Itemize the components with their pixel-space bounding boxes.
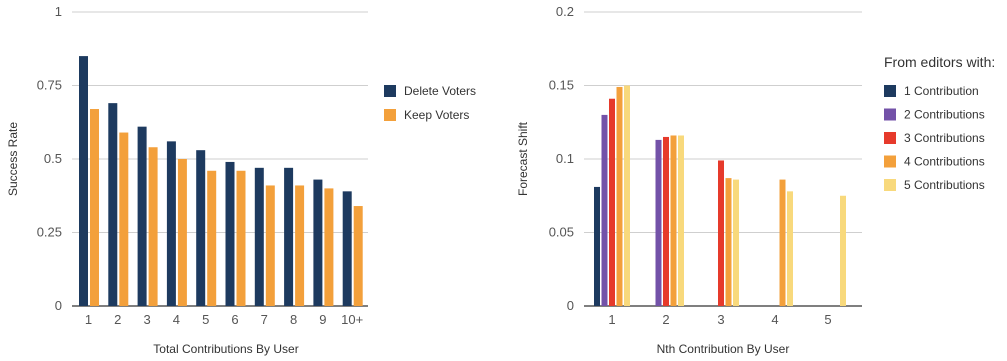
- bar-2-contributions: [601, 114, 608, 307]
- legend-title: From editors with:: [884, 54, 995, 70]
- x-tick-label: 9: [319, 312, 326, 327]
- bar-delete-voters: [196, 150, 206, 306]
- legend-label: 5 Contributions: [904, 178, 985, 192]
- x-tick-label: 1: [85, 312, 92, 327]
- x-tick-label: 2: [662, 312, 669, 327]
- bar-5-contributions: [678, 135, 684, 306]
- bar-4-contributions: [670, 135, 677, 306]
- bar-5-contributions: [624, 85, 630, 306]
- bar-keep-voters: [236, 170, 246, 306]
- bar-keep-voters: [324, 188, 334, 306]
- x-tick-label: 8: [290, 312, 297, 327]
- legend-label: 3 Contributions: [904, 131, 985, 145]
- x-tick-label: 1: [608, 312, 615, 327]
- bar-2-contributions: [655, 139, 662, 306]
- bar-keep-voters: [265, 185, 275, 306]
- y-tick-label: 1: [55, 4, 62, 19]
- bar-keep-voters: [90, 109, 99, 307]
- legend-label: 2 Contributions: [904, 108, 985, 122]
- bar-4-contributions: [616, 86, 623, 306]
- bar-keep-voters: [207, 170, 217, 306]
- x-axis-title: Nth Contribution By User: [657, 342, 790, 356]
- legend-swatch: [884, 85, 896, 97]
- bar-keep-voters: [177, 159, 187, 306]
- bar-1-contribution: [594, 186, 600, 306]
- x-tick-label: 5: [202, 312, 209, 327]
- x-tick-label: 2: [114, 312, 121, 327]
- legend-swatch: [884, 179, 896, 191]
- x-tick-label: 5: [824, 312, 831, 327]
- legend-label: Delete Voters: [404, 84, 476, 98]
- bar-delete-voters: [79, 56, 88, 306]
- bar-delete-voters: [284, 167, 294, 306]
- bar-keep-voters: [148, 147, 158, 306]
- y-tick-label: 0.2: [556, 4, 574, 19]
- x-tick-label: 7: [261, 312, 268, 327]
- bar-delete-voters: [166, 141, 176, 306]
- x-tick-label: 4: [173, 312, 180, 327]
- x-axis-title: Total Contributions By User: [153, 342, 298, 356]
- legend-swatch: [384, 109, 396, 121]
- y-tick-label: 0.5: [44, 151, 62, 166]
- legend-label: 1 Contribution: [904, 84, 979, 98]
- legend-swatch: [884, 108, 896, 121]
- y-tick-label: 0.05: [549, 225, 574, 240]
- y-tick-label: 0.1: [556, 151, 574, 166]
- y-axis-title: Forecast Shift: [516, 121, 530, 196]
- bar-delete-voters: [313, 179, 323, 306]
- bar-delete-voters: [254, 167, 264, 306]
- bar-keep-voters: [119, 132, 129, 306]
- bar-5-contributions: [840, 195, 846, 306]
- x-tick-label: 6: [231, 312, 238, 327]
- y-axis-title: Success Rate: [6, 122, 20, 196]
- bar-5-contributions: [787, 191, 793, 306]
- bar-delete-voters: [225, 161, 235, 306]
- bar-5-contributions: [733, 179, 739, 306]
- bar-4-contributions: [779, 179, 786, 306]
- y-tick-label: 0: [567, 298, 574, 313]
- y-tick-label: 0.75: [37, 78, 62, 93]
- bar-3-contributions: [663, 136, 669, 306]
- legend-swatch: [884, 155, 896, 168]
- bar-delete-voters: [108, 103, 118, 306]
- legend-label: 4 Contributions: [904, 155, 985, 169]
- bar-keep-voters: [353, 206, 363, 306]
- x-tick-label: 3: [717, 312, 724, 327]
- bar-keep-voters: [295, 185, 305, 306]
- x-tick-label: 10+: [341, 312, 363, 327]
- bar-delete-voters: [137, 126, 147, 306]
- bar-3-contributions: [718, 160, 724, 306]
- x-tick-label: 4: [771, 312, 778, 327]
- bar-4-contributions: [725, 178, 732, 306]
- x-tick-label: 3: [143, 312, 150, 327]
- legend-swatch: [884, 132, 896, 144]
- y-tick-label: 0: [55, 298, 62, 313]
- legend-swatch: [384, 85, 396, 97]
- bar-3-contributions: [609, 98, 615, 306]
- bar-delete-voters: [342, 191, 352, 306]
- legend-label: Keep Voters: [404, 108, 469, 122]
- y-tick-label: 0.15: [549, 78, 574, 93]
- y-tick-label: 0.25: [37, 225, 62, 240]
